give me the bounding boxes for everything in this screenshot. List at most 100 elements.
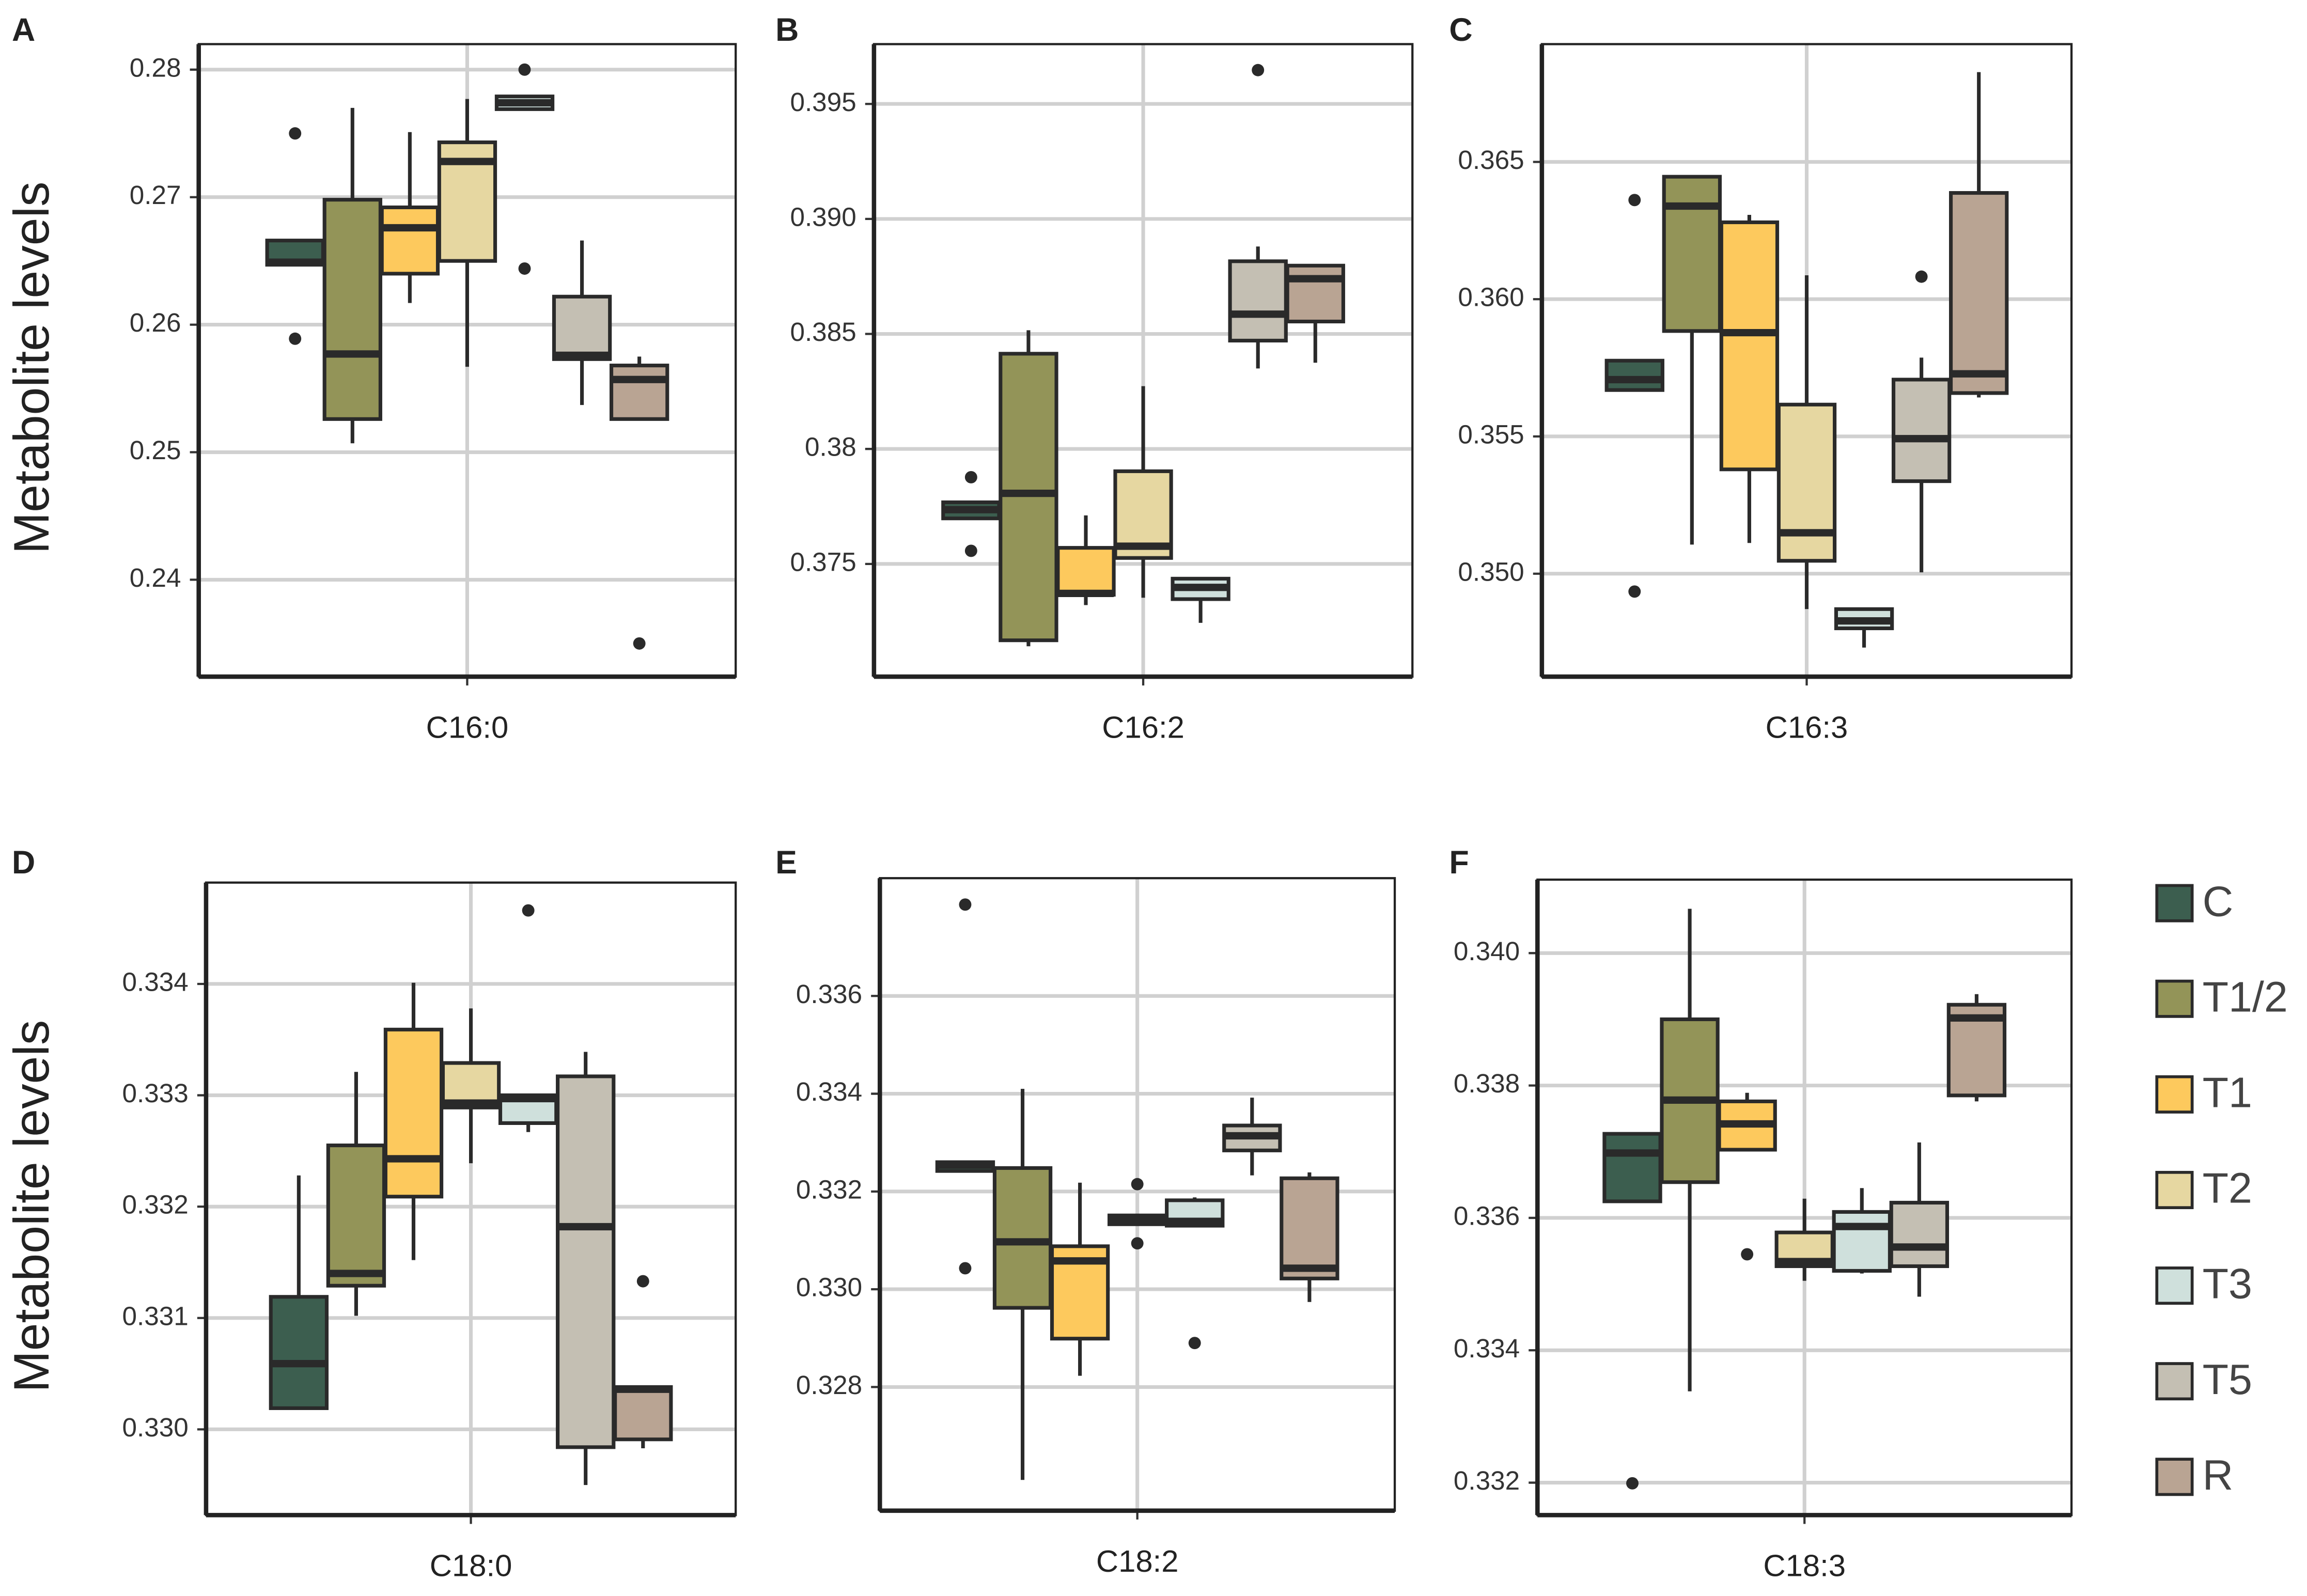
y-tick-label: 0.332 (1454, 1466, 1520, 1495)
y-tick-label: 0.334 (1454, 1334, 1520, 1363)
x-axis-label: C16:3 (1766, 710, 1848, 744)
y-tick-label: 0.350 (1458, 557, 1524, 586)
y-tick-label: 0.334 (122, 967, 188, 996)
x-axis-label: C18:2 (1096, 1544, 1179, 1578)
box (1719, 220, 1780, 472)
y-tick-label: 0.332 (122, 1190, 188, 1219)
box (1602, 1132, 1662, 1203)
x-axis-label: C16:2 (1102, 710, 1184, 744)
outlier (522, 904, 535, 917)
box (1949, 191, 2009, 395)
legend-swatch (2155, 1075, 2194, 1114)
outlier (964, 471, 977, 483)
outlier (964, 544, 977, 557)
y-tick-label: 0.375 (790, 547, 856, 576)
y-tick-label: 0.385 (790, 317, 856, 347)
x-axis-label: C18:0 (430, 1548, 512, 1583)
box (1604, 358, 1664, 392)
y-tick-label: 0.340 (1454, 936, 1520, 966)
outlier (1188, 1337, 1201, 1350)
y-tick-label: 0.24 (130, 563, 181, 592)
legend-label: T1 (2203, 1069, 2252, 1117)
panel-label: D (12, 844, 35, 881)
outlier (633, 637, 646, 650)
outlier (1741, 1248, 1754, 1261)
legend-swatch (2155, 1362, 2194, 1401)
y-tick-label: 0.355 (1458, 420, 1524, 449)
box (1891, 378, 1952, 483)
outlier (289, 127, 302, 140)
y-tick-label: 0.25 (130, 435, 181, 465)
box (552, 294, 612, 361)
box (992, 1166, 1053, 1310)
legend-label: T1/2 (2203, 973, 2288, 1021)
panel-label: F (1449, 844, 1469, 881)
outlier (1628, 585, 1641, 598)
y-tick-label: 0.336 (1454, 1201, 1520, 1230)
y-tick-label: 0.328 (796, 1370, 862, 1400)
outlier (518, 262, 531, 275)
y-tick-label: 0.360 (1458, 283, 1524, 312)
x-axis-label: C16:0 (426, 710, 509, 744)
legend-swatch (2155, 1458, 2194, 1496)
y-tick-label: 0.26 (130, 308, 181, 337)
y-tick-label: 0.38 (805, 432, 856, 462)
box (1228, 259, 1288, 343)
y-tick-label: 0.334 (796, 1077, 862, 1106)
box (1285, 263, 1345, 324)
legend-swatch (2155, 979, 2194, 1018)
box (269, 1295, 329, 1410)
box (322, 198, 382, 421)
outlier (959, 1262, 972, 1275)
legend-swatch (2155, 1266, 2194, 1305)
legend-label: T5 (2203, 1356, 2252, 1403)
x-axis-label: C18:3 (1763, 1548, 1846, 1583)
box (999, 352, 1058, 643)
y-tick-label: 0.332 (796, 1175, 862, 1204)
y-tick-label: 0.365 (1458, 145, 1524, 175)
panel-label: B (775, 12, 799, 48)
y-tick-label: 0.27 (130, 180, 181, 210)
y-axis-label: Metabolite levels (3, 181, 59, 554)
panel-label: A (12, 12, 35, 48)
legend-swatch (2155, 884, 2194, 922)
box (556, 1074, 616, 1449)
y-tick-label: 0.336 (796, 979, 862, 1009)
legend-label: R (2203, 1451, 2234, 1499)
y-tick-label: 0.330 (122, 1413, 188, 1442)
outlier (1252, 64, 1265, 76)
outlier (959, 898, 972, 911)
box (326, 1144, 386, 1288)
box (1832, 1210, 1892, 1273)
outlier (636, 1275, 649, 1288)
y-tick-label: 0.395 (790, 87, 856, 117)
box (1280, 1176, 1339, 1280)
outlier (1628, 194, 1641, 207)
panel-label: C (1449, 12, 1472, 48)
box (1776, 402, 1837, 563)
box (609, 364, 669, 421)
y-tick-label: 0.330 (796, 1273, 862, 1302)
y-tick-label: 0.390 (790, 202, 856, 231)
legend-label: C (2203, 878, 2234, 925)
y-axis-label: Metabolite levels (3, 1020, 59, 1392)
legend-label: T2 (2203, 1165, 2252, 1212)
outlier (1915, 270, 1928, 283)
panel-label: E (775, 844, 797, 881)
outlier (1131, 1237, 1144, 1250)
box (613, 1385, 673, 1442)
box (1889, 1200, 1950, 1269)
legend-swatch (2155, 1170, 2194, 1209)
y-tick-label: 0.333 (122, 1078, 188, 1108)
box (1662, 175, 1722, 333)
outlier (1131, 1178, 1144, 1191)
outlier (1626, 1477, 1639, 1490)
outlier (518, 63, 531, 76)
y-tick-label: 0.331 (122, 1301, 188, 1331)
outlier (289, 332, 302, 345)
y-tick-label: 0.28 (130, 53, 181, 82)
box (380, 205, 440, 276)
box (383, 1027, 444, 1199)
legend-label: T3 (2203, 1260, 2252, 1308)
